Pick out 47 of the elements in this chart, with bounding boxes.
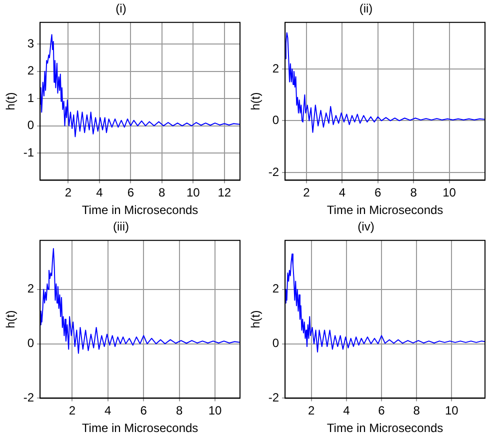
y-axis-title: h(t) xyxy=(4,310,18,328)
y-tick-label: 0 xyxy=(272,113,280,128)
x-tick-label: 2 xyxy=(68,404,76,418)
x-axis-title: Time in Microseconds xyxy=(326,203,444,218)
x-tick-label: 6 xyxy=(127,186,134,200)
x-tick-label: 4 xyxy=(338,186,346,200)
y-tick-label: -2 xyxy=(268,390,280,405)
x-tick-label: 8 xyxy=(176,404,183,418)
x-tick-label: 4 xyxy=(343,404,350,418)
chart-title: (i) xyxy=(116,2,126,16)
y-axis-title: h(t) xyxy=(248,310,263,328)
chart-title: (iii) xyxy=(113,220,129,234)
x-tick-label: 2 xyxy=(308,404,316,418)
y-tick-label: 2 xyxy=(27,282,34,296)
y-tick-label: -2 xyxy=(23,390,34,405)
y-tick-label: 0 xyxy=(27,118,34,132)
y-tick-label: 2 xyxy=(272,61,280,76)
x-tick-label: 10 xyxy=(442,186,456,200)
x-axis-title: Time in Microseconds xyxy=(82,203,198,218)
x-tick-label: 8 xyxy=(410,186,418,200)
x-tick-label: 10 xyxy=(208,404,222,418)
x-tick-label: 12 xyxy=(218,186,232,200)
y-axis-title: h(t) xyxy=(4,92,18,110)
x-axis-title: Time in Microseconds xyxy=(82,421,198,436)
x-tick-label: 2 xyxy=(303,186,310,200)
y-tick-label: -1 xyxy=(23,145,34,160)
y-tick-label: 1 xyxy=(27,90,34,105)
chart-title: (iv) xyxy=(358,220,374,234)
y-tick-label: 2 xyxy=(272,282,280,296)
x-tick-label: 8 xyxy=(413,404,420,418)
x-tick-label: 10 xyxy=(186,186,200,200)
chart-title: (ii) xyxy=(359,2,373,16)
x-tick-label: 6 xyxy=(378,404,386,418)
y-tick-label: 0 xyxy=(27,336,34,350)
x-tick-label: 6 xyxy=(374,186,382,200)
x-tick-label: 8 xyxy=(158,186,166,200)
x-axis-title: Time in Microseconds xyxy=(326,421,444,436)
y-tick-label: 2 xyxy=(27,64,34,78)
x-tick-label: 10 xyxy=(445,404,459,418)
x-tick-label: 2 xyxy=(64,186,72,200)
y-axis-title: h(t) xyxy=(248,92,263,110)
x-tick-label: 4 xyxy=(96,186,104,200)
y-tick-label: 0 xyxy=(272,336,280,350)
y-tick-label: 3 xyxy=(27,36,34,50)
x-tick-label: 6 xyxy=(140,404,148,418)
x-tick-label: 4 xyxy=(104,404,112,418)
y-tick-label: -2 xyxy=(268,164,280,179)
